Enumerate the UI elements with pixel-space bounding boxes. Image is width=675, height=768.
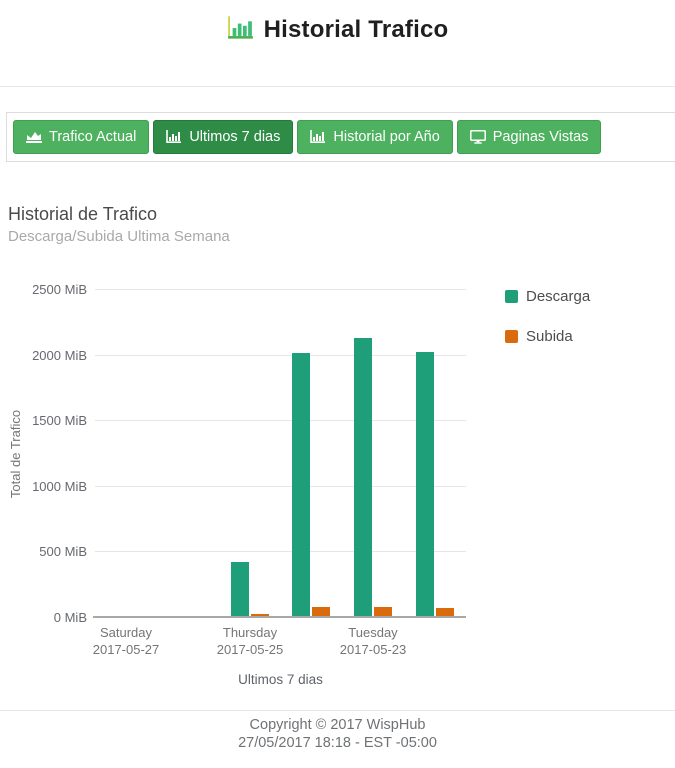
timestamp-text: 27/05/2017 18:18 - EST -05:00 [238,735,437,751]
bar-subida[interactable] [374,607,392,617]
footer: Copyright © 2017 WispHub 27/05/2017 18:1… [0,710,675,752]
tab-trafico-actual[interactable]: Trafico Actual [13,120,150,154]
tab-historial-por-ano[interactable]: Historial por Año [297,120,453,154]
legend-swatch-subida [505,330,518,343]
x-tick-label: Saturday 2017-05-27 [92,625,160,657]
legend-label: Subida [526,328,573,345]
legend-label: Descarga [526,288,591,305]
tab-ultimos-7-dias[interactable]: Ultimos 7 dias [153,120,294,154]
gridline [95,289,466,290]
button-label: Paginas Vistas [492,129,589,145]
traffic-chart: Total de Trafico Ultimos 7 dias Descarga… [0,260,675,700]
bar-descarga[interactable] [354,338,372,617]
legend-swatch-descarga [505,290,518,303]
y-tick-label: 0 MiB [53,610,87,625]
area-chart-icon [26,130,42,144]
x-axis-title: Ultimos 7 dias [238,672,323,687]
legend-item-descarga[interactable]: Descarga [505,288,590,305]
button-label: Historial por Año [333,129,440,145]
bar-descarga[interactable] [231,562,249,617]
bar-descarga[interactable] [292,353,310,617]
chart-legend: Descarga Subida [505,288,590,345]
page-title: Historial Trafico [263,16,449,43]
header: Historial Trafico [0,10,675,50]
gridline [95,485,466,487]
gridline [95,551,466,553]
y-tick-label: 2000 MiB [32,347,87,363]
x-tick-label: Thursday 2017-05-25 [216,625,284,657]
x-axis-line [93,616,466,618]
bar-subida[interactable] [251,614,269,617]
tab-paginas-vistas[interactable]: Paginas Vistas [456,120,602,154]
bar-chart-icon [166,130,182,144]
bar-subida[interactable] [436,608,454,617]
button-label: Ultimos 7 dias [189,129,281,145]
y-tick-label: 2500 MiB [32,282,87,297]
bar-descarga[interactable] [416,352,434,617]
bar-chart-icon [227,15,254,45]
plot-area [93,289,466,618]
gridline [95,420,466,422]
bar-chart-icon [310,130,326,144]
toolbar-panel: Trafico Actual Ultimos 7 dias [6,112,675,162]
copyright-text: Copyright © 2017 WispHub [249,717,426,733]
gridline [95,354,466,356]
chart-title: Historial de Trafico [8,204,158,224]
x-tick-label: Tuesday 2017-05-23 [339,625,407,657]
bar-subida[interactable] [312,607,330,617]
y-axis-title: Total de Trafico [8,409,23,499]
desktop-icon [469,130,486,144]
y-tick-label: 1500 MiB [32,413,87,429]
header-divider [0,86,675,87]
y-tick-label: 500 MiB [39,544,87,560]
y-tick-label: 1000 MiB [32,478,87,494]
chart-subtitle: Descarga/Subida Ultima Semana [8,228,230,245]
legend-item-subida[interactable]: Subida [505,328,590,345]
button-label: Trafico Actual [49,129,137,145]
